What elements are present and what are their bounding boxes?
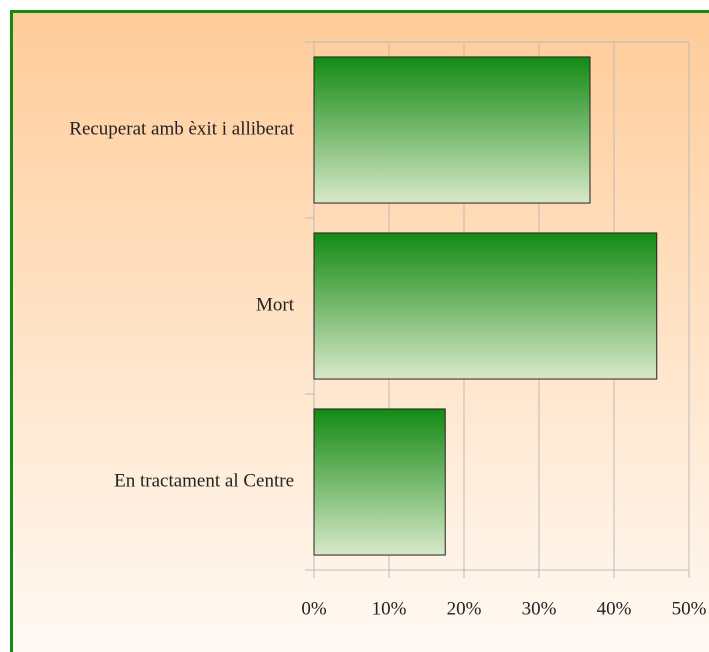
bar	[313, 56, 591, 204]
x-tick-label: 10%	[372, 598, 407, 619]
x-tick-label: 0%	[301, 598, 327, 619]
y-tick-label: Recuperat amb èxit i alliberat	[69, 118, 294, 139]
x-tick-label: 30%	[522, 598, 557, 619]
x-tick-label: 40%	[597, 598, 632, 619]
y-tick-label: En tractament al Centre	[114, 470, 294, 491]
bar	[313, 408, 446, 556]
bar	[313, 232, 658, 380]
x-tick-label: 50%	[672, 598, 707, 619]
x-tick-label: 20%	[447, 598, 482, 619]
y-tick-label: Mort	[256, 294, 295, 315]
